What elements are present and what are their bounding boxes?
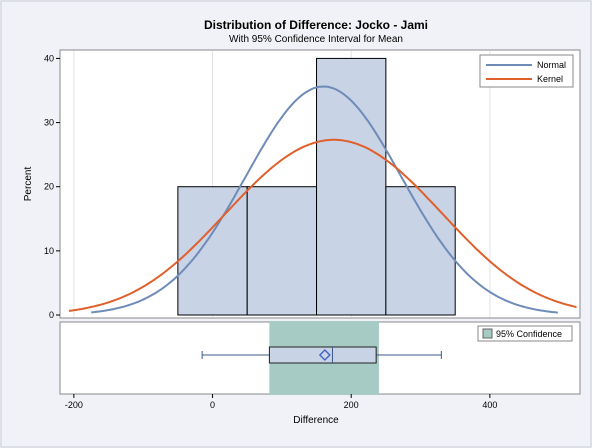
density-curves [68,85,577,314]
legend-label-kernel: Kernel [537,74,563,84]
histogram-bars [177,57,456,316]
histogram-bar-3 [385,186,456,316]
y-tick-label-1: 10 [44,246,54,256]
curve-legend: Normal Kernel [479,54,574,88]
ci-legend: 95% Confidence [477,325,573,342]
x-axis-label: Difference [293,415,339,426]
y-tick-label-0: 0 [49,310,54,320]
box-iqr [268,346,377,364]
y-axis-ticks: 0 10 20 30 40 [44,53,60,320]
histogram-bar-1 [246,186,318,316]
mean-marker [318,349,331,361]
x-axis-ticks: -200 0 200 400 [65,394,497,410]
y-axis-label: Percent [23,167,34,202]
x-tick-label-3: 400 [482,400,497,410]
x-tick-label-2: 200 [344,400,359,410]
ci-legend-swatch [482,328,493,339]
x-tick-label-1: 0 [210,400,215,410]
ci-legend-label: 95% Confidence [496,329,562,339]
legend-label-normal: Normal [537,60,566,70]
y-tick-label-2: 20 [44,182,54,192]
boxplot [201,321,442,395]
x-tick-label-0: -200 [65,400,83,410]
ci-legend-box [477,325,573,342]
chart-subtitle: With 95% Confidence Interval for Mean [229,34,403,45]
curve-legend-box [479,54,574,88]
curve-kernel [68,138,577,312]
y-tick-label-4: 40 [44,53,54,63]
y-tick-label-3: 30 [44,118,54,128]
curve-normal [91,85,558,314]
chart-title: Distribution of Difference: Jocko - Jami [204,18,428,32]
histogram-bar-2 [316,57,387,316]
